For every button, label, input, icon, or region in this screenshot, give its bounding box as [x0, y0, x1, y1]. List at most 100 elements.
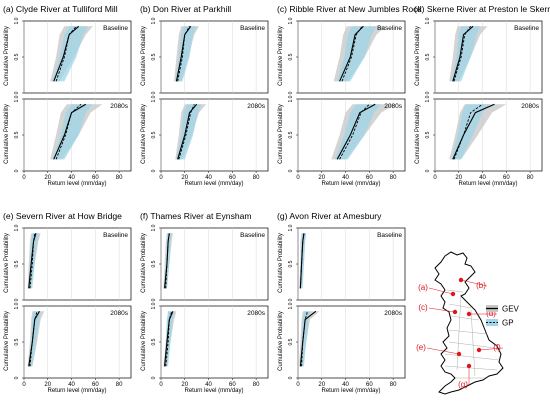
y-tick-label: 1.0: [425, 95, 431, 102]
x-tick-label: 80: [253, 382, 260, 388]
map-leader-line: [426, 347, 460, 355]
map-site-label: (f): [493, 343, 501, 352]
y-tick-label: 0: [14, 169, 20, 172]
subplot-4-baseline: 0 0.5 1.0 Baseline: [14, 224, 132, 301]
gp-series-line: [301, 311, 308, 367]
x-tick-label: 40: [205, 382, 212, 388]
y-tick-label: 0.5: [151, 260, 157, 267]
x-tick-label: 40: [342, 175, 349, 181]
panel-svg: 0 0.5 1.0 Baseline 0 0.5 1.0 2080s 0 20 40 60 80: [14, 17, 132, 181]
gev-series-line: [177, 103, 198, 160]
map-site-point: [466, 311, 472, 317]
x-tick-label: 0: [159, 175, 163, 181]
gev-series-line: [164, 311, 174, 367]
y-tick-label: 0: [151, 169, 157, 172]
x-tick-label: 0: [22, 175, 26, 181]
gp-series-line: [165, 311, 173, 367]
x-tick-label: 60: [92, 175, 99, 181]
map-site-label: (c): [418, 303, 428, 312]
gp-confidence-band: [52, 104, 93, 160]
panel-title: (d) Skerne River at Preston le Skerne: [414, 4, 550, 14]
map-site-label: (d): [486, 309, 496, 318]
gp-series-line: [29, 233, 36, 289]
y-tick-label: 0.5: [288, 260, 294, 267]
gev-series-line: [339, 25, 364, 82]
panel-4: (e) Severn River at How Bridge 0 0.5 1.0 Bas…: [0, 210, 137, 413]
gev-series-line: [299, 233, 305, 289]
plot-frame: [297, 305, 406, 379]
y-tick-label: 0.5: [288, 131, 294, 138]
y-axis-label: Cumulative Probability: [278, 26, 284, 86]
panel-1: (b) Don River at Parkhill 0 0.5 1.0 Baseline…: [137, 3, 274, 206]
gev-series-line: [299, 310, 317, 367]
period-label: 2080s: [384, 310, 402, 317]
x-axis-label: Return level (mm/day): [321, 181, 381, 187]
legend-gev-label: GEV: [502, 305, 520, 314]
subplot-0-baseline: 0 0.5 1.0 Baseline: [14, 17, 132, 94]
gev-series-line: [53, 25, 80, 82]
y-tick-label: 0.5: [14, 260, 20, 267]
gp-confidence-band: [451, 26, 481, 82]
panel-3: (d) Skerne River at Preston le Skerne 0 0.…: [411, 3, 550, 206]
y-tick-label: 1.0: [288, 95, 294, 102]
gev-series-line: [336, 103, 376, 160]
panel-title: (e) Severn River at How Bridge: [3, 211, 122, 221]
y-tick-label: 0: [288, 298, 294, 301]
x-tick-label: 80: [116, 175, 123, 181]
gp-confidence-band: [52, 26, 89, 82]
x-tick-label: 60: [229, 175, 236, 181]
y-tick-label: 1.0: [288, 302, 294, 309]
x-axis-label: Return level (mm/day): [458, 181, 518, 187]
subplot-3-baseline: 0 0.5 1.0 Baseline: [425, 17, 543, 94]
y-axis-label: Cumulative Probability: [141, 104, 147, 164]
map-site-point: [476, 347, 482, 353]
x-tick-label: 0: [296, 382, 300, 388]
x-tick-label: 80: [390, 382, 397, 388]
plot-frame: [23, 227, 132, 301]
x-tick-label: 20: [318, 382, 325, 388]
subplot-5-baseline: 0 0.5 1.0 Baseline: [151, 224, 269, 301]
gev-series-line: [53, 103, 87, 160]
x-tick-label: 80: [527, 175, 534, 181]
period-label: 2080s: [247, 103, 265, 110]
y-tick-label: 0.5: [151, 338, 157, 345]
gp-confidence-band: [300, 233, 307, 289]
y-tick-label: 1.0: [288, 17, 294, 24]
x-tick-label: 60: [366, 175, 373, 181]
panel-0: (a) Clyde River at Tulliford Mill 0 0.5 1.0…: [0, 3, 137, 206]
x-tick-label: 80: [116, 382, 123, 388]
x-tick-label: 40: [205, 175, 212, 181]
map-site-label: (a): [418, 283, 428, 292]
y-axis-label: Cumulative Probability: [4, 311, 10, 371]
gp-series-line: [29, 311, 38, 367]
map-site-point: [458, 277, 464, 283]
plot-frame: [160, 227, 269, 301]
y-tick-label: 0: [151, 91, 157, 94]
y-axis-label: Cumulative Probability: [4, 233, 10, 293]
y-axis-label: Cumulative Probability: [278, 233, 284, 293]
x-tick-label: 0: [159, 382, 163, 388]
y-axis-label: Cumulative Probability: [4, 104, 10, 164]
x-tick-label: 60: [92, 382, 99, 388]
panel-svg: 0 0.5 1.0 Baseline 0 0.5 1.0 2080s 0 20 40 60 80: [288, 224, 406, 388]
plot-frame: [23, 305, 132, 379]
subplot-4-future: 0 0.5 1.0 2080s 0 20 40 60 80: [14, 302, 132, 388]
x-tick-label: 60: [366, 382, 373, 388]
y-tick-label: 0.5: [151, 53, 157, 60]
map-site-label: (g): [458, 380, 468, 389]
y-tick-label: 0.5: [288, 338, 294, 345]
panel-title: (c) Ribble River at New Jumbles Rock: [277, 4, 422, 14]
gp-confidence-band: [451, 104, 490, 160]
gp-confidence-band: [337, 26, 377, 82]
subplot-6-future: 0 0.5 1.0 2080s 0 20 40 60 80: [288, 302, 406, 388]
x-tick-label: 0: [433, 175, 437, 181]
subplot-6-baseline: 0 0.5 1.0 Baseline: [288, 224, 406, 301]
y-tick-label: 0.5: [151, 131, 157, 138]
period-label: Baseline: [377, 232, 402, 239]
map-site-point: [456, 351, 462, 357]
y-tick-label: 0: [288, 169, 294, 172]
y-axis-label: Cumulative Probability: [278, 104, 284, 164]
period-label: 2080s: [521, 103, 539, 110]
map-leader-line: [478, 347, 504, 351]
y-axis-label: Cumulative Probability: [141, 233, 147, 293]
